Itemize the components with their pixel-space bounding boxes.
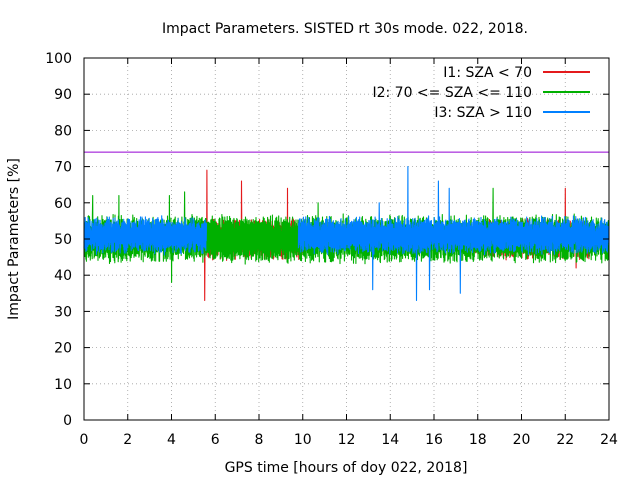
legend-label: I3: SZA > 110 [434, 105, 532, 121]
y-tick-label: 70 [54, 160, 72, 176]
x-tick-label: 12 [338, 432, 356, 448]
y-tick-label: 10 [54, 377, 72, 393]
y-tick-label: 40 [54, 268, 72, 284]
series-line [83, 166, 610, 302]
x-tick-label: 24 [600, 432, 618, 448]
y-tick-label: 80 [54, 123, 72, 139]
x-tick-label: 8 [255, 432, 264, 448]
series-layer [83, 166, 610, 302]
legend-label: I1: SZA < 70 [443, 65, 532, 81]
x-tick-label: 22 [556, 432, 574, 448]
y-tick-label: 60 [54, 196, 72, 212]
x-tick-label: 0 [80, 432, 89, 448]
y-tick-label: 0 [63, 413, 72, 429]
chart-title: Impact Parameters. SISTED rt 30s mode. 0… [162, 21, 528, 37]
x-tick-label: 16 [425, 432, 443, 448]
y-axis-label: Impact Parameters [%] [6, 158, 22, 320]
x-axis-label: GPS time [hours of doy 022, 2018] [225, 460, 468, 476]
y-tick-label: 20 [54, 341, 72, 357]
x-tick-label: 6 [211, 432, 220, 448]
x-tick-label: 14 [381, 432, 399, 448]
legend-label: I2: 70 <= SZA <= 110 [372, 85, 532, 101]
x-tick-label: 18 [469, 432, 487, 448]
x-tick-label: 2 [123, 432, 132, 448]
y-tick-label: 30 [54, 304, 72, 320]
y-tick-label: 90 [54, 87, 72, 103]
x-tick-label: 4 [167, 432, 176, 448]
x-tick-label: 10 [294, 432, 312, 448]
y-tick-label: 100 [45, 51, 72, 67]
y-tick-label: 50 [54, 232, 72, 248]
legend: I1: SZA < 70 I2: 70 <= SZA <= 110 I3: SZA … [372, 65, 590, 121]
x-tick-label: 20 [513, 432, 531, 448]
